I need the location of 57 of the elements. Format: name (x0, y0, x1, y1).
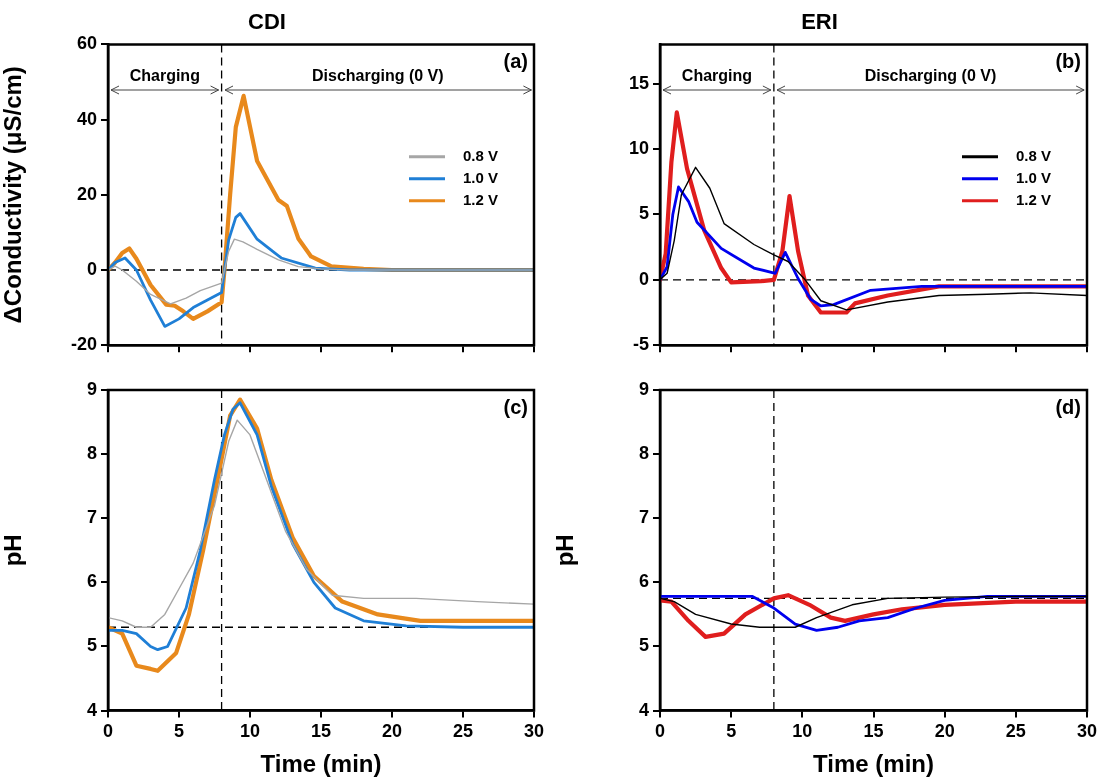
y-axis-title: pH (551, 534, 579, 567)
x-tick-label: 10 (792, 721, 813, 742)
y-tick-label: 5 (86, 635, 97, 656)
y-tick-label: 5 (638, 203, 649, 224)
y-tick-label: 8 (638, 443, 649, 464)
chart-title: CDI (248, 9, 286, 35)
annotation: Charging (681, 66, 753, 84)
y-tick-label: 0 (86, 258, 97, 279)
y-tick-label: 7 (86, 507, 97, 528)
y-tick-label: 6 (638, 571, 649, 592)
legend-label: 1.0 V (1016, 168, 1052, 186)
annotation: Charging (129, 66, 200, 84)
annotation: (d) (1055, 395, 1081, 418)
x-tick-label: 10 (239, 721, 261, 742)
y-tick-label: 0 (638, 268, 649, 289)
y-tick-label: 40 (76, 108, 97, 129)
y-tick-label: 9 (86, 378, 97, 399)
x-tick-label: 0 (102, 721, 114, 742)
legend-label: 1.2 V (1016, 190, 1052, 208)
y-tick-label: 5 (638, 635, 649, 656)
y-tick-label: 10 (628, 137, 649, 158)
x-tick-label: 20 (381, 721, 403, 742)
x-tick-label: 30 (1076, 721, 1098, 742)
y-tick-label: 7 (638, 507, 649, 528)
y-tick-label: 4 (638, 699, 649, 720)
y-tick-label: 8 (86, 443, 97, 464)
x-tick-label: 25 (452, 721, 474, 742)
y-tick-label: 9 (638, 378, 649, 399)
x-tick-label: 0 (654, 721, 666, 742)
legend-label: 0.8 V (1016, 146, 1052, 164)
legend-label: 1.0 V (463, 168, 499, 186)
y-tick-label: 6 (86, 571, 97, 592)
x-axis-title: Time (min) (813, 750, 934, 778)
y-tick-label: 60 (76, 33, 97, 54)
annotation: (a) (503, 49, 528, 72)
annotation: Discharging (0 V) (864, 66, 997, 84)
x-tick-label: 20 (934, 721, 955, 742)
x-tick-label: 30 (523, 721, 545, 742)
x-tick-label: 5 (173, 721, 185, 742)
y-axis-title: pH (0, 534, 27, 567)
annotation: (b) (1055, 49, 1081, 72)
x-tick-label: 15 (863, 721, 884, 742)
y-tick-label: 15 (628, 72, 649, 93)
x-axis-title: Time (min) (260, 750, 382, 778)
annotation: (c) (503, 395, 528, 418)
annotation: Discharging (0 V) (312, 66, 444, 84)
x-tick-label: 5 (726, 721, 737, 742)
y-tick-label: -20 (70, 334, 97, 355)
y-tick-label: 20 (76, 183, 97, 204)
legend-label: 0.8 V (463, 146, 499, 164)
x-tick-label: 15 (310, 721, 332, 742)
y-tick-label: 4 (86, 699, 97, 720)
legend-label: 1.2 V (463, 190, 499, 208)
chart-title: ERI (801, 9, 838, 35)
x-tick-label: 25 (1005, 721, 1026, 742)
y-axis-title: ΔConductivity (μS/cm) (0, 66, 27, 324)
y-tick-label: -5 (632, 334, 649, 355)
